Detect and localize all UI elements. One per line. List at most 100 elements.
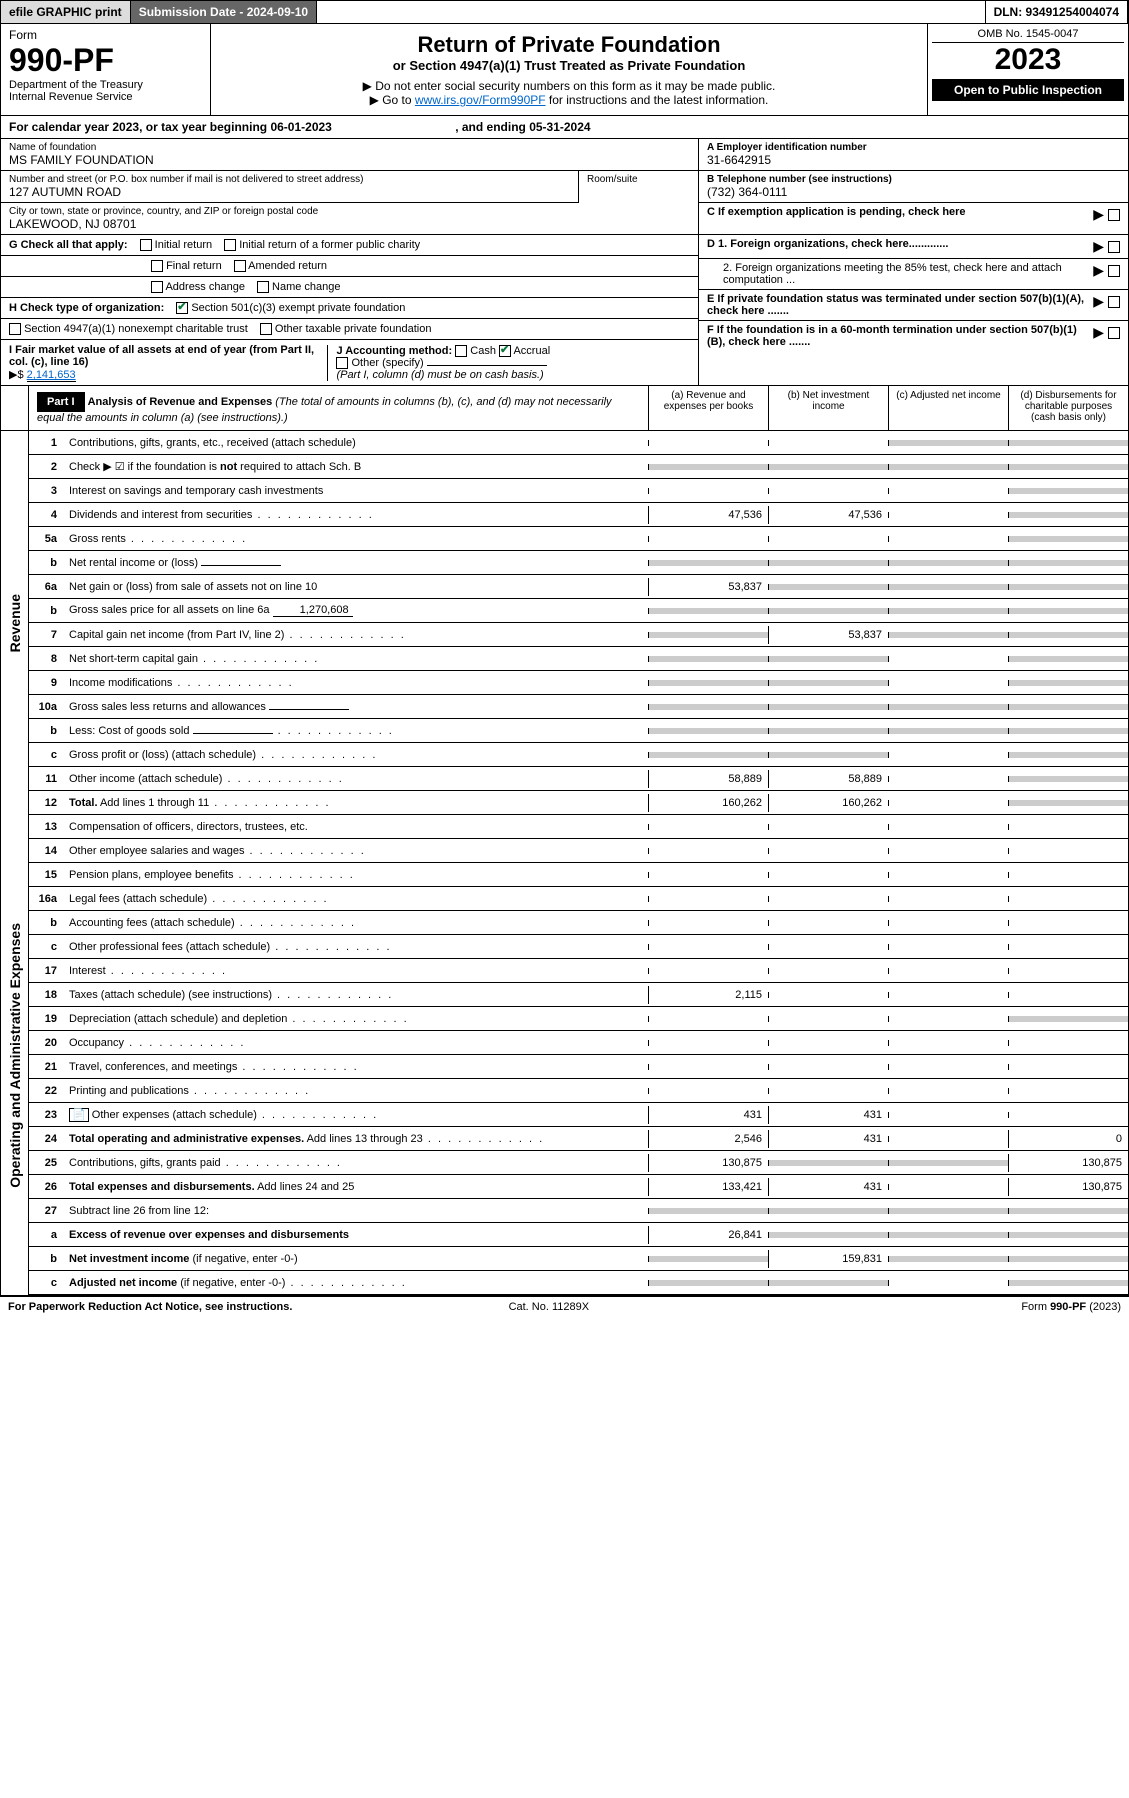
form-subtitle: or Section 4947(a)(1) Trust Treated as P… [219,58,919,73]
amt-d [1008,848,1128,854]
g-opt-2: Address change [165,281,245,293]
ein-value: 31-6642915 [707,153,1120,167]
form-word: Form [9,28,202,42]
amt-d [1008,584,1128,590]
line-number: b [29,1253,65,1265]
phone-value: (732) 364-0111 [707,185,1120,199]
calyear-b: , and ending [455,120,529,134]
line-desc: Net investment income (if negative, ente… [65,1250,648,1268]
page-footer: For Paperwork Reduction Act Notice, see … [0,1296,1129,1317]
footer-form: Form 990-PF (2023) [1021,1301,1121,1313]
line-number: 23 [29,1109,65,1121]
amt-d: 0 [1008,1130,1128,1148]
e-checkbox[interactable] [1108,296,1120,308]
amt-c [888,1184,1008,1190]
irs: Internal Revenue Service [9,91,202,103]
g-initial-return[interactable] [140,239,152,251]
line-number: 24 [29,1133,65,1145]
amt-d [1008,1232,1128,1238]
g-opt-3: Initial return of a former public charit… [239,239,420,251]
amt-d [1008,608,1128,614]
amt-b: 159,831 [768,1250,888,1268]
g-amended[interactable] [234,260,246,272]
j-accrual[interactable] [499,345,511,357]
line-desc: Total operating and administrative expen… [65,1130,648,1148]
h-501c3[interactable] [176,302,188,314]
amt-c [888,1088,1008,1094]
line-number: 25 [29,1157,65,1169]
amt-c [888,632,1008,638]
amt-a [648,1040,768,1046]
note-goto: ▶ Go to www.irs.gov/Form990PF for instru… [219,93,919,107]
j-label: J Accounting method: [336,345,452,357]
h-opt-1: Section 501(c)(3) exempt private foundat… [191,302,405,314]
h-other-taxable[interactable] [260,323,272,335]
amt-a: 26,841 [648,1226,768,1244]
line-desc: Gross profit or (loss) (attach schedule) [65,746,648,764]
line-19: 19Depreciation (attach schedule) and dep… [29,1007,1128,1031]
line-desc: Capital gain net income (from Part IV, l… [65,626,648,644]
calyear-begin: 06-01-2023 [270,120,331,134]
amt-b [768,728,888,734]
line-desc: Other employee salaries and wages [65,842,648,860]
amt-c [888,488,1008,494]
amt-a [648,560,768,566]
form-link[interactable]: www.irs.gov/Form990PF [415,93,546,107]
amt-b: 47,536 [768,506,888,524]
amt-a [648,440,768,446]
room-label: Room/suite [587,174,690,185]
amt-a: 2,115 [648,986,768,1004]
line-27: 27Subtract line 26 from line 12: [29,1199,1128,1223]
line-number: 22 [29,1085,65,1097]
amt-a [648,632,768,638]
addr-label: Number and street (or P.O. box number if… [9,174,570,185]
line-number: 20 [29,1037,65,1049]
line-desc: Net short-term capital gain [65,650,648,668]
line-number: 10a [29,701,65,713]
line-16a: 16aLegal fees (attach schedule) [29,887,1128,911]
amt-b [768,1208,888,1214]
col-a-header: (a) Revenue and expenses per books [648,386,768,430]
tax-year: 2023 [932,43,1124,77]
line-desc: Gross sales price for all assets on line… [65,601,648,620]
g-initial-former[interactable] [224,239,236,251]
line-13: 13Compensation of officers, directors, t… [29,815,1128,839]
amt-d [1008,1088,1128,1094]
amt-c [888,512,1008,518]
g-name-change[interactable] [257,281,269,293]
amt-c [888,656,1008,662]
f-checkbox[interactable] [1108,327,1120,339]
line-desc: Pension plans, employee benefits [65,866,648,884]
amt-c [888,800,1008,806]
amt-c [888,1112,1008,1118]
revenue-section: Revenue 1Contributions, gifts, grants, e… [0,431,1129,815]
line-desc: Interest on savings and temporary cash i… [65,482,648,500]
g-address-change[interactable] [151,281,163,293]
amt-d [1008,560,1128,566]
d2-checkbox[interactable] [1108,265,1120,277]
amt-d [1008,1256,1128,1262]
form-title: Return of Private Foundation [219,32,919,58]
h-4947[interactable] [9,323,21,335]
name-label: Name of foundation [9,142,690,153]
amt-c [888,896,1008,902]
amt-a [648,944,768,950]
line-number: b [29,605,65,617]
j-cash[interactable] [455,345,467,357]
c-checkbox[interactable] [1108,209,1120,221]
amt-d [1008,1040,1128,1046]
amt-c [888,848,1008,854]
g-final-return[interactable] [151,260,163,272]
amt-b [768,824,888,830]
d1-checkbox[interactable] [1108,241,1120,253]
line-5a: 5aGross rents [29,527,1128,551]
efile-btn[interactable]: efile GRAPHIC print [1,1,131,23]
c-label: C If exemption application is pending, c… [707,206,966,218]
amt-c [888,944,1008,950]
line-number: 15 [29,869,65,881]
j-other[interactable] [336,357,348,369]
line-9: 9Income modifications [29,671,1128,695]
line-6a: 6aNet gain or (loss) from sale of assets… [29,575,1128,599]
i-fmv-value[interactable]: 2,141,653 [27,369,76,382]
line-number: 16a [29,893,65,905]
